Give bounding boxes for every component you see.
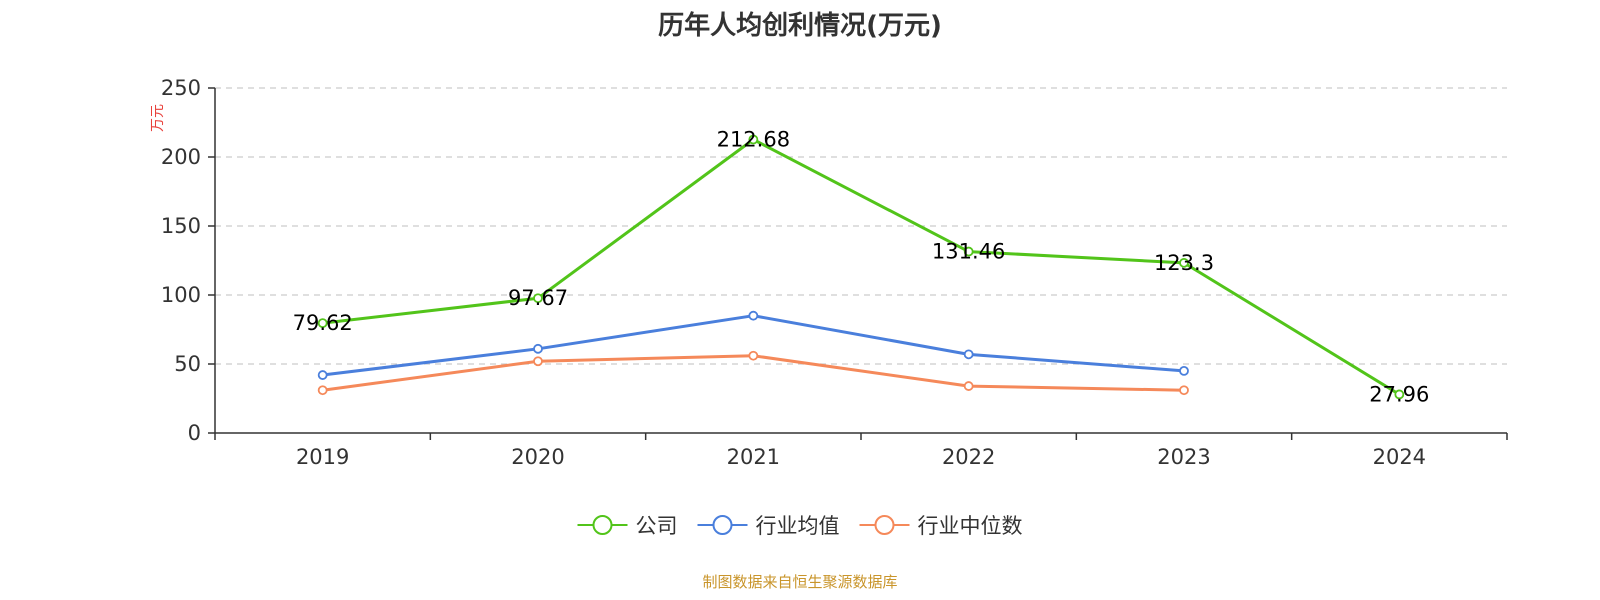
data-point: [533, 356, 543, 367]
gridlines: [215, 87, 1507, 365]
data-label: 123.3: [1154, 251, 1214, 275]
data-label: 27.96: [1369, 382, 1429, 406]
data-label: 97.67: [508, 286, 568, 310]
legend-item-3[interactable]: 行业中位数: [859, 514, 1023, 538]
chart-title: 历年人均创利情况(万元): [658, 10, 942, 41]
data-point: [1179, 365, 1189, 376]
data-point: [963, 381, 974, 391]
data-point: [1394, 389, 1405, 400]
x-tick-label: 2021: [727, 445, 780, 469]
series-3: [317, 350, 1189, 396]
data-label: 131.46: [932, 240, 1005, 264]
data-point: [748, 310, 759, 321]
legend-marker-icon: [874, 515, 895, 535]
legend-marker-icon: [712, 515, 733, 535]
data-point: [533, 343, 543, 354]
y-tick-label: 50: [174, 352, 201, 376]
series-1: [317, 134, 1405, 400]
data-point: [1179, 385, 1189, 396]
series-2: [317, 310, 1189, 380]
data-point: [1179, 257, 1189, 268]
y-tick-label: 200: [161, 145, 201, 169]
y-tick-label: 0: [188, 421, 201, 445]
data-labels: 79.62 97.67 212.68 131.46 123.3 27.96: [293, 128, 1430, 407]
legend-item-1[interactable]: 公司: [577, 514, 678, 538]
series-line: [322, 314, 1185, 377]
source-note: 制图数据来自恒生聚源数据库: [702, 573, 897, 591]
series-line: [322, 138, 1401, 396]
data-point: [963, 349, 974, 360]
legend-label: 公司: [636, 514, 678, 538]
x-tick-label: 2022: [942, 445, 995, 469]
data-point: [317, 385, 328, 396]
axes: 0 50 100 150 200 250 2019 2020 2021 2022 2023 2024: [161, 76, 1508, 469]
legend[interactable]: 公司 行业均值 行业中位数: [577, 514, 1023, 538]
x-tick-label: 2024: [1373, 445, 1426, 469]
legend-label: 行业中位数: [918, 514, 1023, 538]
y-tick-label: 150: [161, 214, 201, 238]
y-tick-label: 250: [161, 76, 201, 100]
data-label: 79.62: [293, 311, 353, 335]
data-point: [317, 318, 328, 329]
legend-label: 行业均值: [756, 514, 840, 538]
y-tick-label: 100: [161, 283, 201, 307]
y-axis-unit-label: 万元: [150, 104, 166, 132]
x-tick-label: 2023: [1157, 445, 1210, 469]
x-tick-label: 2019: [296, 445, 349, 469]
x-tick-label: 2020: [511, 445, 564, 469]
data-label: 212.68: [717, 128, 790, 152]
series-lines: [317, 134, 1405, 400]
data-point: [748, 134, 759, 145]
data-point: [533, 293, 543, 304]
legend-marker-icon: [592, 515, 613, 535]
data-point: [317, 370, 328, 380]
data-point: [963, 246, 974, 257]
data-point: [748, 350, 759, 361]
legend-item-2[interactable]: 行业均值: [697, 514, 840, 538]
